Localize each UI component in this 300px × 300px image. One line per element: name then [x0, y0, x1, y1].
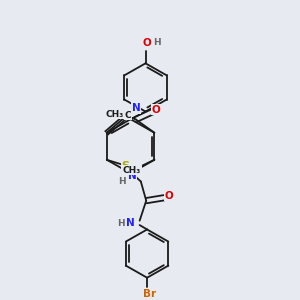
Text: H: H [117, 218, 125, 227]
Text: O: O [164, 191, 173, 201]
Text: Br: Br [143, 289, 156, 299]
Text: N: N [132, 103, 140, 113]
Text: N: N [126, 218, 135, 228]
Text: N: N [128, 171, 136, 181]
Text: H: H [118, 177, 126, 186]
Text: C: C [125, 111, 132, 120]
Text: O: O [152, 104, 161, 115]
Text: CH₃: CH₃ [123, 166, 141, 175]
Text: CH₃: CH₃ [106, 110, 124, 119]
Text: H: H [153, 38, 161, 47]
Text: O: O [142, 38, 152, 48]
Text: S: S [121, 161, 129, 171]
